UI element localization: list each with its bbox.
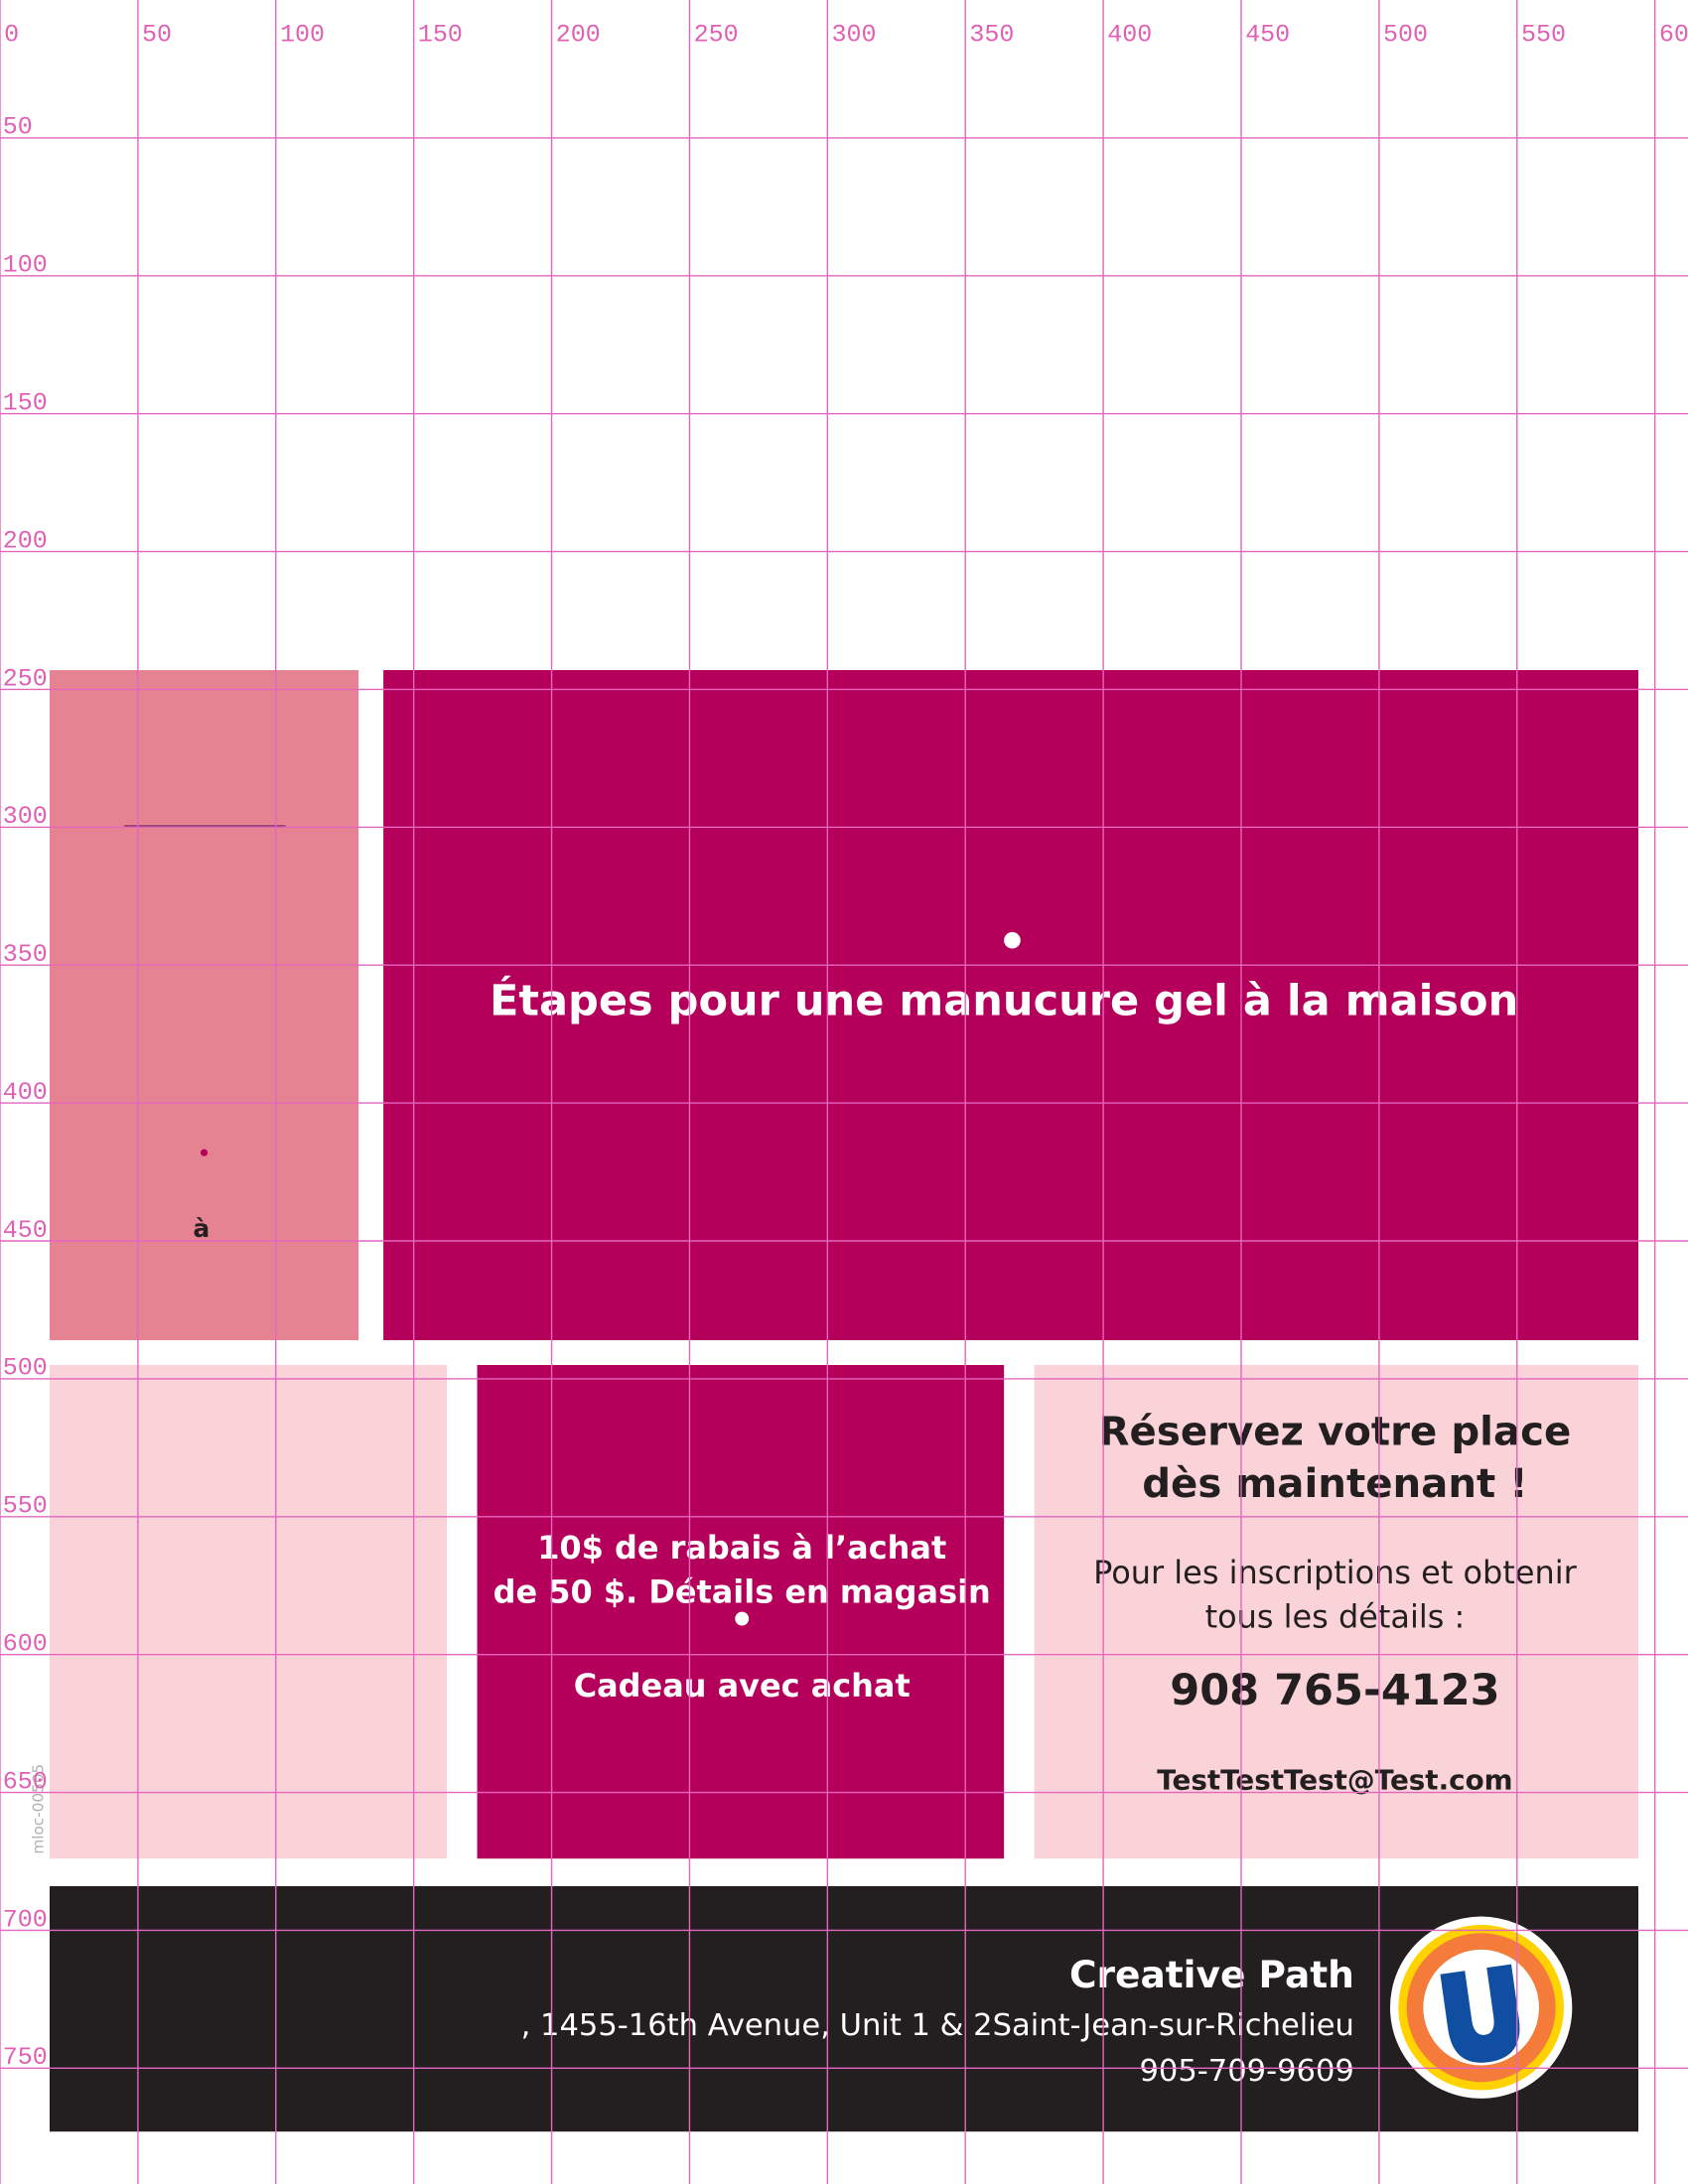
hero-title: Étapes pour une manucure gel à la maison	[490, 976, 1518, 1026]
ruler-label: 400	[3, 1078, 48, 1107]
ruler-label: 100	[3, 251, 48, 280]
store-name: Creative Path	[1069, 1953, 1354, 1996]
side-text: à	[193, 1214, 210, 1243]
booking-panel	[1034, 1365, 1638, 1859]
footer	[50, 1886, 1638, 2132]
ruler-label: 250	[3, 664, 48, 693]
ruler-label: 450	[3, 1216, 48, 1245]
side-code: mloc-00505	[29, 1764, 47, 1854]
ruler-label: 650	[3, 1767, 48, 1796]
ruler-label: 200	[3, 526, 48, 555]
offer-line: 10$ de rabais à l’achat	[537, 1529, 946, 1567]
hero-panel	[383, 670, 1639, 1340]
ruler-label: 600	[1659, 21, 1688, 50]
ruler-label: 150	[3, 388, 48, 417]
ruler-label: 350	[3, 940, 48, 969]
image-panel	[50, 1365, 447, 1859]
offer-gift: Cadeau avec achat	[574, 1667, 911, 1705]
ruler-label: 50	[142, 21, 172, 50]
ruler-label: 0	[4, 21, 19, 50]
ruler-label: 50	[3, 113, 33, 142]
ruler-label: 550	[3, 1492, 48, 1521]
ruler-label: 550	[1521, 21, 1566, 50]
ruler-label: 300	[3, 802, 48, 831]
dot	[1004, 931, 1021, 949]
booking-info: Pour les inscriptions et obtenir	[1093, 1554, 1577, 1591]
ruler-label: 300	[832, 21, 877, 50]
logo	[1390, 1916, 1573, 2099]
ruler-label: 350	[969, 21, 1014, 50]
ruler-label: 500	[3, 1354, 48, 1383]
ruler-label: 200	[556, 21, 601, 50]
booking-email[interactable]: TestTestTest@Test.com	[1157, 1763, 1512, 1796]
offer-panel	[477, 1365, 1005, 1859]
booking-heading: dès maintenant !	[1142, 1461, 1527, 1507]
dot	[200, 1149, 209, 1157]
offer-line: de 50 $. Détails en magasin	[493, 1573, 991, 1611]
booking-info: tous les détails :	[1205, 1598, 1466, 1636]
ruler-label: 600	[3, 1630, 48, 1659]
booking-heading: Réservez votre place	[1099, 1409, 1572, 1454]
ruler-label: 450	[1245, 21, 1290, 50]
booking-phone: 908 765-4123	[1170, 1666, 1499, 1715]
ruler-label: 100	[280, 21, 325, 50]
ruler-label: 700	[3, 1905, 48, 1934]
ruler-label: 400	[1107, 21, 1152, 50]
ruler-label: 750	[3, 2043, 48, 2072]
side-panel	[50, 670, 359, 1340]
ruler-label: 150	[418, 21, 463, 50]
store-address: , 1455-16th Avenue, Unit 1 & 2Saint-Jean…	[521, 2008, 1354, 2043]
store-phone: 905-709-9609	[1139, 2054, 1353, 2089]
dot	[735, 1611, 750, 1626]
ruler-label: 500	[1383, 21, 1428, 50]
ruler-label: 250	[694, 21, 739, 50]
